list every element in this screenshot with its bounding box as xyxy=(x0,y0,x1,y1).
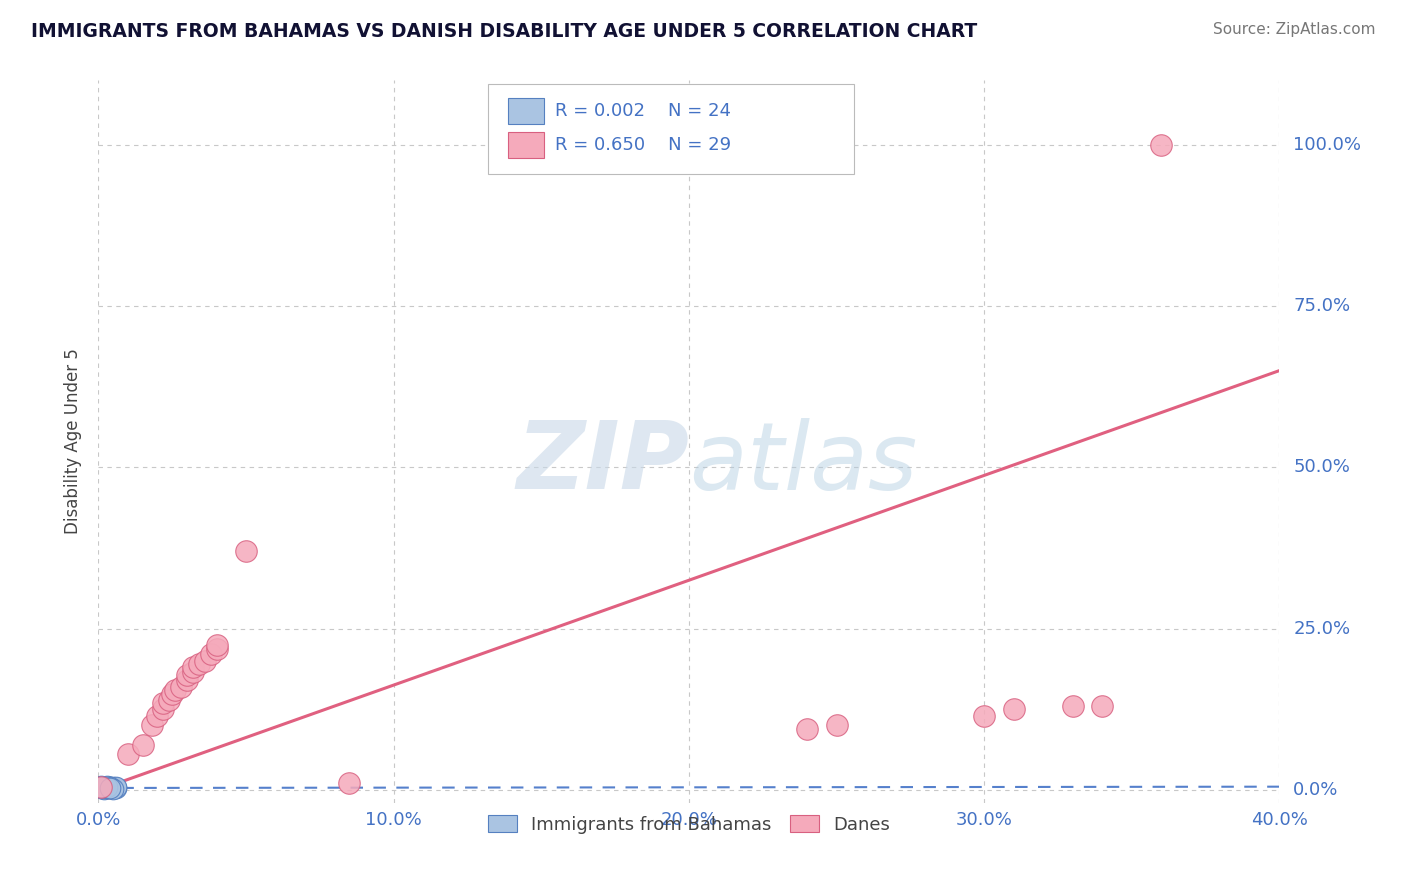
Point xyxy=(117,747,139,762)
Point xyxy=(825,718,848,732)
Point xyxy=(98,780,121,795)
Point xyxy=(90,780,112,795)
Point xyxy=(205,642,228,657)
Point xyxy=(93,780,115,794)
Point xyxy=(90,780,112,794)
Text: 50.0%: 50.0% xyxy=(1294,458,1350,476)
Point xyxy=(796,722,818,736)
Point xyxy=(162,687,183,701)
Point xyxy=(181,665,204,680)
Text: 25.0%: 25.0% xyxy=(1294,620,1351,638)
FancyBboxPatch shape xyxy=(508,98,544,124)
Point xyxy=(103,780,125,795)
Point xyxy=(98,780,121,795)
Point xyxy=(98,780,121,795)
Point xyxy=(194,654,217,668)
Point xyxy=(96,780,118,795)
FancyBboxPatch shape xyxy=(508,132,544,158)
Point xyxy=(181,660,204,674)
Point xyxy=(93,780,115,794)
Point xyxy=(96,779,118,793)
Point xyxy=(339,776,361,790)
Point xyxy=(132,738,155,752)
Point xyxy=(200,648,222,662)
Legend: Immigrants from Bahamas, Danes: Immigrants from Bahamas, Danes xyxy=(481,807,897,841)
Text: IMMIGRANTS FROM BAHAMAS VS DANISH DISABILITY AGE UNDER 5 CORRELATION CHART: IMMIGRANTS FROM BAHAMAS VS DANISH DISABI… xyxy=(31,22,977,41)
Text: Source: ZipAtlas.com: Source: ZipAtlas.com xyxy=(1212,22,1375,37)
Point xyxy=(105,780,128,795)
Point xyxy=(103,780,125,795)
Point xyxy=(1091,699,1114,714)
Text: 0.0%: 0.0% xyxy=(1294,780,1339,799)
Point xyxy=(98,780,121,794)
Point xyxy=(165,682,187,697)
Text: 75.0%: 75.0% xyxy=(1294,297,1351,315)
Point xyxy=(90,780,112,795)
Point xyxy=(103,781,125,796)
Point xyxy=(90,779,112,793)
Point xyxy=(152,702,174,716)
Y-axis label: Disability Age Under 5: Disability Age Under 5 xyxy=(63,349,82,534)
Point xyxy=(93,780,115,795)
Point xyxy=(141,718,163,732)
Text: R = 0.650    N = 29: R = 0.650 N = 29 xyxy=(555,136,731,153)
Point xyxy=(187,657,209,672)
Point xyxy=(96,780,118,795)
Text: ZIP: ZIP xyxy=(516,417,689,509)
Point xyxy=(1150,137,1173,152)
Point xyxy=(973,708,995,723)
Point xyxy=(157,692,180,706)
Point xyxy=(152,696,174,710)
Point xyxy=(93,780,115,795)
Text: 100.0%: 100.0% xyxy=(1294,136,1361,153)
Point xyxy=(176,668,198,682)
Point xyxy=(105,780,128,795)
Point xyxy=(93,781,115,796)
Point xyxy=(90,780,112,794)
Text: R = 0.002    N = 24: R = 0.002 N = 24 xyxy=(555,102,731,120)
Point xyxy=(96,780,118,795)
Point xyxy=(96,780,118,795)
Point xyxy=(90,780,112,795)
Text: atlas: atlas xyxy=(689,417,917,508)
Point xyxy=(205,638,228,652)
Point xyxy=(235,544,257,558)
FancyBboxPatch shape xyxy=(488,84,855,174)
Point xyxy=(1062,699,1084,714)
Point xyxy=(1002,702,1025,716)
Point xyxy=(146,708,169,723)
Point xyxy=(176,673,198,688)
Point xyxy=(170,680,193,694)
